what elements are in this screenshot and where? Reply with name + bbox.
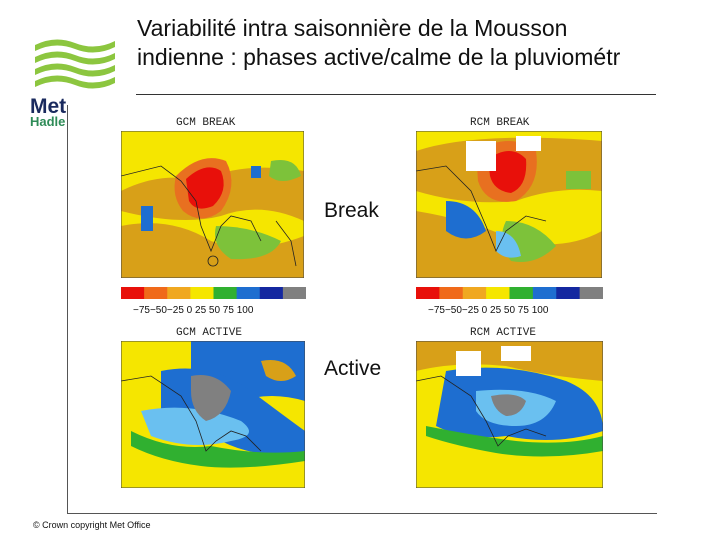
colorbar-swatch <box>121 287 145 299</box>
met-office-logo <box>0 25 130 135</box>
gcm-active-map <box>121 341 305 488</box>
colorbar-swatch <box>486 287 511 299</box>
title-line-1: Variabilité intra saisonnière de la Mous… <box>137 15 568 41</box>
colorbar-swatch <box>579 287 603 299</box>
colorbar-swatch <box>532 287 557 299</box>
colorbar-swatch <box>190 287 215 299</box>
colorbar-right-ticks: −75−50−25 0 25 50 75 100 <box>428 305 549 316</box>
rcm-active-map <box>416 341 603 488</box>
gcm-break-map <box>121 131 304 278</box>
figure-frame <box>67 105 657 514</box>
active-label: Active <box>324 357 382 380</box>
logo-wordmark: Met <box>30 95 67 118</box>
wave-logo-icon <box>35 39 115 89</box>
break-label: Break <box>324 199 379 222</box>
colorbar-swatch <box>213 287 238 299</box>
title-line-2: indienne : phases active/calme de la plu… <box>137 44 621 70</box>
rcm-break-title: RCM BREAK <box>470 117 530 129</box>
colorbar-swatch <box>236 287 261 299</box>
slide-title: Variabilité intra saisonnière de la Mous… <box>137 14 720 84</box>
colorbar-swatch <box>167 287 191 299</box>
colorbar-swatch <box>509 287 534 299</box>
divider-line <box>136 94 656 95</box>
colorbar-swatch <box>439 287 464 299</box>
gcm-active-title: GCM ACTIVE <box>176 327 243 339</box>
colorbar-swatch <box>259 287 284 299</box>
colorbar-swatch <box>556 287 581 299</box>
colorbar-swatch <box>144 287 168 299</box>
rcm-active-title: RCM ACTIVE <box>470 327 537 339</box>
colorbar-swatch <box>416 287 440 299</box>
colorbar-left <box>121 287 306 299</box>
logo-subtext: Hadle <box>30 114 66 129</box>
footer-copyright: © Crown copyright Met Office <box>33 520 151 530</box>
colorbar-swatch <box>282 287 306 299</box>
colorbar-left-ticks: −75−50−25 0 25 50 75 100 <box>133 305 254 316</box>
colorbar-right <box>416 287 603 299</box>
gcm-break-title: GCM BREAK <box>176 117 236 129</box>
colorbar-swatch <box>462 287 487 299</box>
rcm-break-map <box>416 131 602 278</box>
